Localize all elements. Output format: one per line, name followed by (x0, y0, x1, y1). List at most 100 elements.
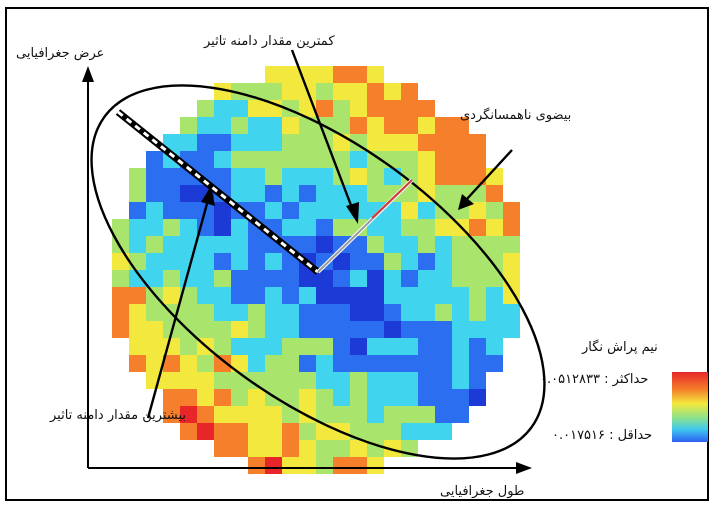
variogram-cell (248, 304, 265, 321)
variogram-cell (282, 117, 299, 134)
variogram-cell (367, 270, 384, 287)
variogram-cell (197, 253, 214, 270)
variogram-cell (231, 151, 248, 168)
variogram-cell (333, 304, 350, 321)
variogram-cell (214, 202, 231, 219)
variogram-cell (248, 117, 265, 134)
variogram-cell (367, 406, 384, 423)
variogram-cell (384, 406, 401, 423)
variogram-cell (486, 185, 503, 202)
variogram-cell (214, 83, 231, 100)
variogram-cell (350, 406, 367, 423)
variogram-cell (486, 287, 503, 304)
variogram-cell (180, 406, 197, 423)
variogram-cell (401, 151, 418, 168)
variogram-cell (435, 304, 452, 321)
variogram-cell (333, 355, 350, 372)
variogram-cell (265, 168, 282, 185)
legend-min-label: حداقل : ۰.۰۱۷۵۱۶ (552, 428, 653, 443)
variogram-cell (214, 355, 231, 372)
variogram-cell (486, 355, 503, 372)
variogram-cell (282, 219, 299, 236)
variogram-cell (197, 134, 214, 151)
variogram-cell (299, 304, 316, 321)
variogram-cell (214, 168, 231, 185)
variogram-cell (333, 406, 350, 423)
variogram-cell (452, 406, 469, 423)
variogram-cell (197, 151, 214, 168)
min-range-pointer (290, 49, 354, 209)
variogram-cell (418, 117, 435, 134)
variogram-cell (248, 236, 265, 253)
variogram-cell (214, 321, 231, 338)
variogram-cell (146, 168, 163, 185)
variogram-cell (333, 100, 350, 117)
variogram-cell (316, 287, 333, 304)
variogram-cell (367, 168, 384, 185)
variogram-cell (146, 270, 163, 287)
variogram-cell (435, 134, 452, 151)
variogram-cell (401, 304, 418, 321)
variogram-cell (384, 185, 401, 202)
variogram-cell (231, 440, 248, 457)
variogram-cell (180, 355, 197, 372)
variogram-cell (299, 457, 316, 474)
variogram-cell (265, 406, 282, 423)
variogram-cell (401, 406, 418, 423)
variogram-cell (452, 236, 469, 253)
variogram-cell (333, 151, 350, 168)
variogram-cell (248, 168, 265, 185)
variogram-cell (401, 202, 418, 219)
variogram-cell (435, 168, 452, 185)
variogram-cell (367, 253, 384, 270)
variogram-cell (265, 457, 282, 474)
variogram-cell (129, 321, 146, 338)
variogram-cell (401, 219, 418, 236)
variogram-cell (367, 66, 384, 83)
variogram-cell (180, 372, 197, 389)
variogram-cell (469, 287, 486, 304)
variogram-cell (367, 202, 384, 219)
variogram-cell (384, 338, 401, 355)
variogram-cell (367, 83, 384, 100)
variogram-cell (282, 185, 299, 202)
variogram-cell (214, 423, 231, 440)
variogram-cell (197, 372, 214, 389)
variogram-cell (469, 134, 486, 151)
variogram-cell (469, 338, 486, 355)
variogram-cell (401, 287, 418, 304)
variogram-cell (146, 338, 163, 355)
variogram-cell (367, 219, 384, 236)
major-axis-dash (117, 110, 319, 274)
variogram-cell (367, 355, 384, 372)
variogram-cell (452, 321, 469, 338)
variogram-cell (112, 219, 129, 236)
variogram-cell (316, 253, 333, 270)
variogram-cell (367, 117, 384, 134)
variogram-cell (418, 406, 435, 423)
variogram-cell (129, 236, 146, 253)
variogram-cell (265, 372, 282, 389)
variogram-cell (469, 304, 486, 321)
variogram-cell (384, 117, 401, 134)
variogram-cell (265, 66, 282, 83)
variogram-cell (265, 287, 282, 304)
variogram-cell (282, 270, 299, 287)
variogram-cell (231, 406, 248, 423)
variogram-cell (435, 406, 452, 423)
variogram-cell (384, 236, 401, 253)
variogram-cell (282, 423, 299, 440)
variogram-cell (248, 321, 265, 338)
variogram-cell (146, 236, 163, 253)
legend-max-label: حداکثر : ۰.۰۵۱۲۸۳۳ (540, 372, 649, 387)
variogram-cell (452, 270, 469, 287)
variogram-cell (452, 168, 469, 185)
variogram-cell (146, 321, 163, 338)
variogram-cell (265, 117, 282, 134)
variogram-cell (180, 185, 197, 202)
variogram-cell (146, 202, 163, 219)
variogram-cell (350, 389, 367, 406)
variogram-cell (435, 219, 452, 236)
